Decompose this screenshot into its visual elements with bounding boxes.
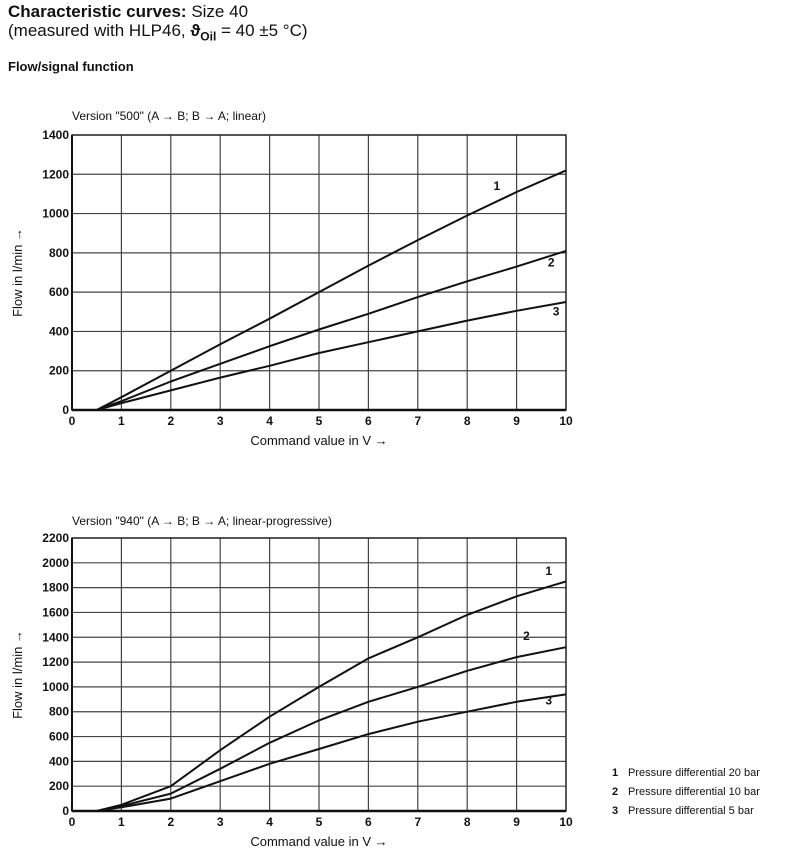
curve-label: 1 xyxy=(493,179,500,193)
x-tick-label: 9 xyxy=(513,815,520,829)
y-tick-label: 0 xyxy=(62,804,69,818)
x-tick-label: 1 xyxy=(118,414,125,428)
y-axis-label: Flow in l/min → xyxy=(10,630,25,719)
y-tick-label: 400 xyxy=(49,324,69,338)
y-tick-label: 1600 xyxy=(42,605,69,619)
y-tick-label: 600 xyxy=(49,730,69,744)
y-tick-label: 1400 xyxy=(42,128,69,142)
y-tick-label: 1400 xyxy=(42,630,69,644)
title-size: Size 40 xyxy=(186,2,249,21)
x-tick-label: 5 xyxy=(316,815,323,829)
section-heading: Flow/signal function xyxy=(8,59,134,74)
series-line-2 xyxy=(96,249,567,411)
x-tick-label: 0 xyxy=(69,815,76,829)
legend-item: 2 Pressure differential 10 bar xyxy=(612,783,760,802)
x-tick-label: 3 xyxy=(217,414,224,428)
legend-item: 3 Pressure differential 5 bar xyxy=(612,802,760,821)
curve-label: 2 xyxy=(523,629,530,643)
theta-subscript: Oil xyxy=(200,29,217,44)
legend-label: Pressure differential 5 bar xyxy=(628,805,754,817)
y-tick-label: 2000 xyxy=(42,556,69,570)
page-title: Characteristic curves: Size 40 xyxy=(8,2,248,21)
x-axis-label: Command value in V → xyxy=(250,433,387,448)
y-tick-label: 400 xyxy=(49,754,69,768)
legend-item: 1 Pressure differential 20 bar xyxy=(612,764,760,783)
x-tick-label: 10 xyxy=(559,414,573,428)
y-tick-label: 1200 xyxy=(42,655,69,669)
x-tick-label: 6 xyxy=(365,815,372,829)
y-tick-label: 800 xyxy=(49,246,69,260)
x-tick-label: 5 xyxy=(316,414,323,428)
legend-number: 2 xyxy=(612,786,619,798)
legend-number: 3 xyxy=(612,805,619,817)
series-line-3 xyxy=(72,693,567,812)
page-subtitle: (measured with HLP46, ϑOil = 40 ±5 °C) xyxy=(8,21,308,46)
y-tick-label: 1000 xyxy=(42,680,69,694)
x-tick-label: 2 xyxy=(167,414,174,428)
y-tick-label: 1800 xyxy=(42,581,69,595)
series-line-1 xyxy=(96,169,567,411)
curve-label: 3 xyxy=(553,305,560,319)
y-tick-label: 2200 xyxy=(42,531,69,545)
curve-label: 2 xyxy=(548,256,555,270)
chart-title: Version "500" (A → B; B → A; linear) xyxy=(72,109,266,123)
curve-label: 1 xyxy=(545,564,552,578)
x-tick-label: 6 xyxy=(365,414,372,428)
x-tick-label: 7 xyxy=(414,815,421,829)
y-tick-label: 200 xyxy=(49,364,69,378)
x-tick-label: 3 xyxy=(217,815,224,829)
x-axis-label: Command value in V → xyxy=(250,834,387,849)
x-tick-label: 4 xyxy=(266,414,273,428)
y-tick-label: 0 xyxy=(62,403,69,417)
legend: 1 Pressure differential 20 bar 2 Pressure … xyxy=(612,764,760,821)
subtitle-post: = 40 ±5 °C) xyxy=(216,21,308,40)
y-tick-label: 200 xyxy=(49,779,69,793)
curve-label: 3 xyxy=(545,693,552,707)
x-tick-label: 0 xyxy=(69,414,76,428)
chart-title: Version "940" (A → B; B → A; linear-prog… xyxy=(72,514,332,528)
y-tick-label: 600 xyxy=(49,285,69,299)
x-tick-label: 8 xyxy=(464,414,471,428)
series-line-3 xyxy=(96,301,567,411)
y-axis-label: Flow in l/min → xyxy=(10,228,25,317)
y-tick-label: 1000 xyxy=(42,207,69,221)
y-tick-label: 800 xyxy=(49,705,69,719)
y-tick-label: 1200 xyxy=(42,167,69,181)
title-bold: Characteristic curves: xyxy=(8,2,187,21)
x-tick-label: 8 xyxy=(464,815,471,829)
series-line-2 xyxy=(72,646,567,812)
theta-symbol: ϑ xyxy=(190,21,201,40)
x-tick-label: 4 xyxy=(266,815,273,829)
subtitle-pre: (measured with HLP46, xyxy=(8,21,191,40)
legend-label: Pressure differential 20 bar xyxy=(628,767,760,779)
legend-number: 1 xyxy=(612,767,619,779)
x-tick-label: 2 xyxy=(167,815,174,829)
x-tick-label: 9 xyxy=(513,414,520,428)
legend-label: Pressure differential 10 bar xyxy=(628,786,760,798)
x-tick-label: 7 xyxy=(414,414,421,428)
x-tick-label: 1 xyxy=(118,815,125,829)
x-tick-label: 10 xyxy=(559,815,573,829)
